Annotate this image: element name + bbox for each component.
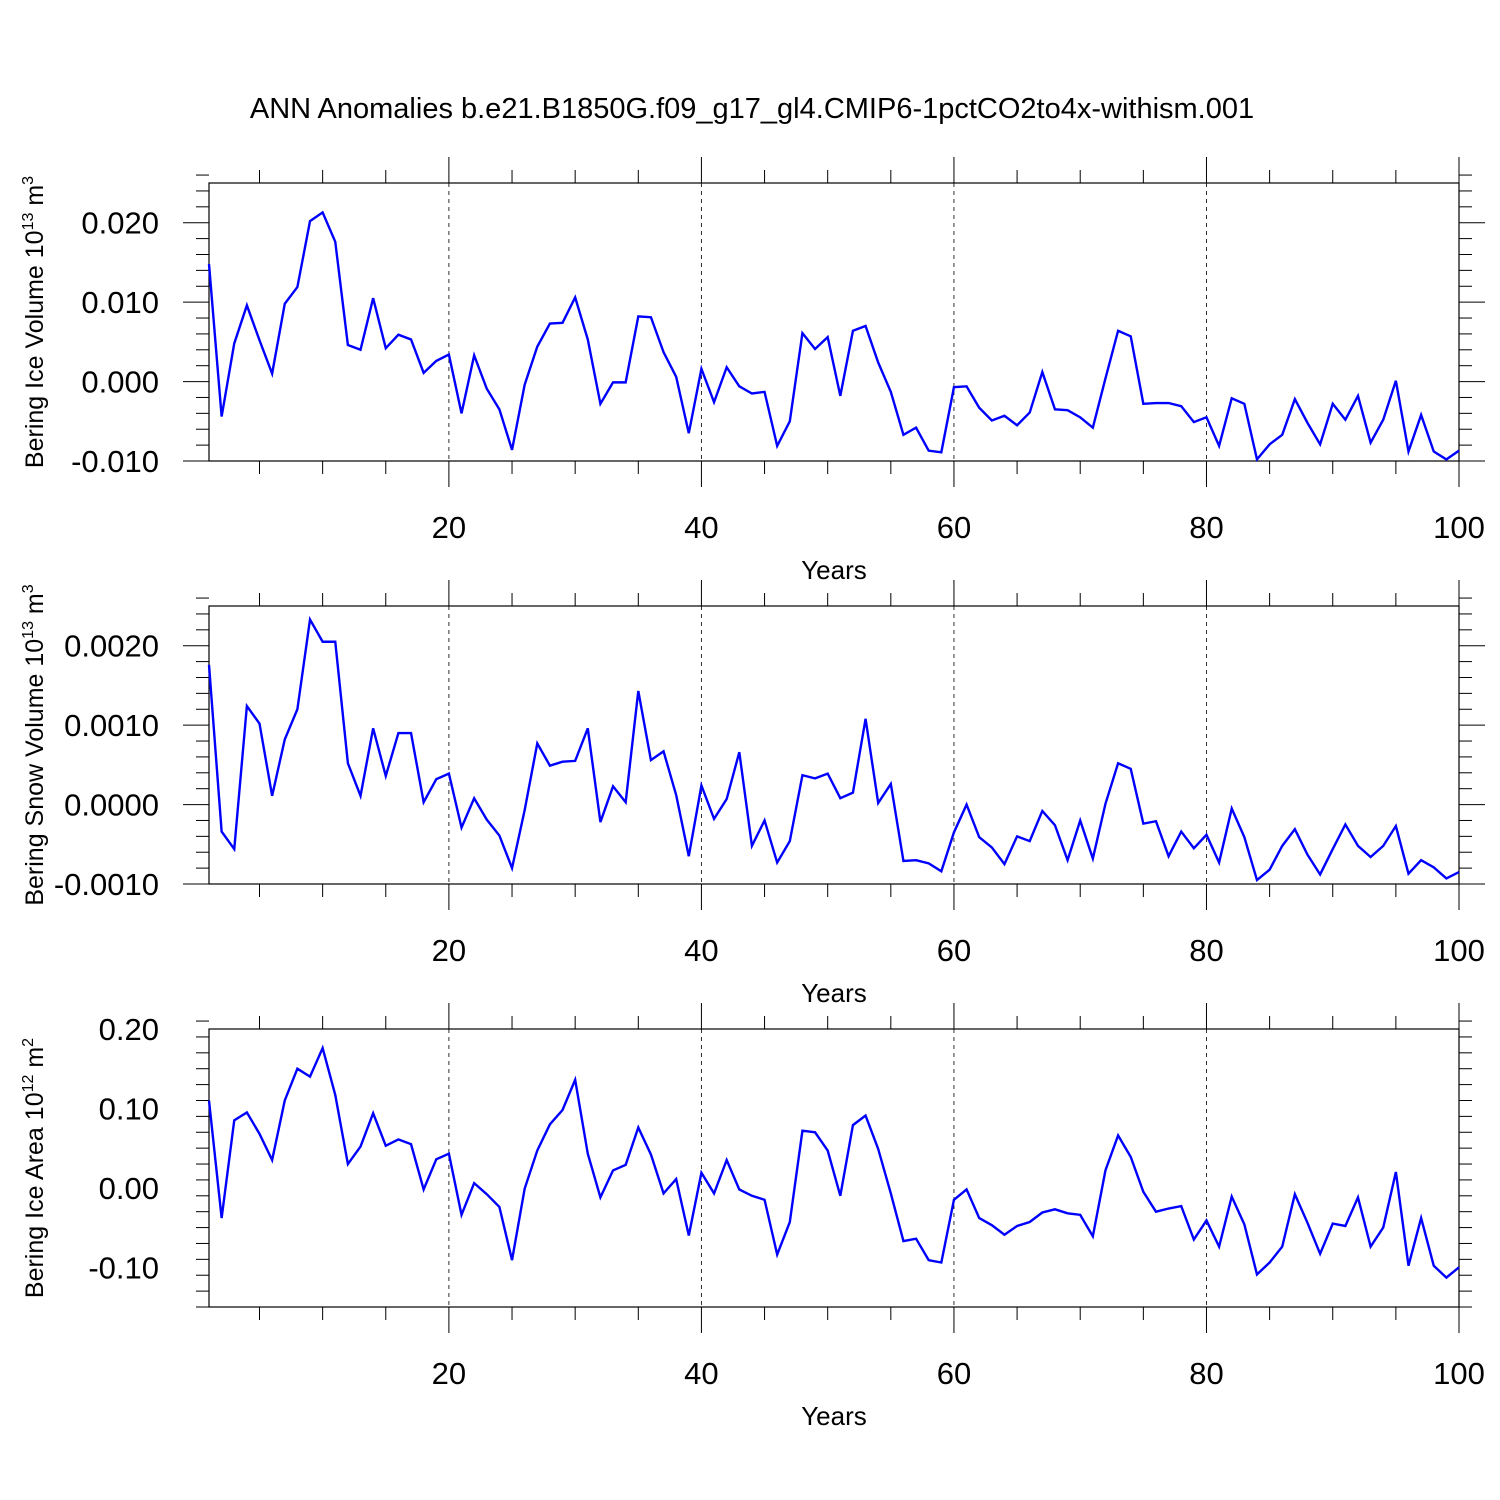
y-axis-label-exponent: 12 bbox=[20, 1074, 37, 1092]
y-tick-label: 0.020 bbox=[81, 206, 159, 241]
y-tick-label: -0.0010 bbox=[54, 867, 159, 902]
y-axis-label-exponent: 13 bbox=[20, 621, 37, 639]
x-tick-label: 20 bbox=[432, 1356, 466, 1391]
y-tick-label: -0.010 bbox=[71, 444, 159, 479]
x-axis-label: Years bbox=[801, 978, 867, 1008]
panels: 20 40 60 80 100 Years -0.010 0.000 0.010 0.020 Ber… bbox=[20, 157, 1485, 1431]
series-line bbox=[207, 210, 1460, 463]
chart-panel-2: 20 40 60 80 100 Years -0.0010 0.0000 0.0010 0.002… bbox=[20, 580, 1485, 1008]
y-tick-label: 0.00 bbox=[99, 1171, 159, 1206]
x-tick-label: 60 bbox=[937, 1356, 971, 1391]
y-tick-label: 0.010 bbox=[81, 285, 159, 320]
y-tick-label: 0.000 bbox=[81, 365, 159, 400]
y-axis-label-unit-exponent: 3 bbox=[20, 584, 37, 593]
y-tick-label: 0.0020 bbox=[64, 629, 159, 664]
plot-frame bbox=[208, 182, 1460, 462]
y-axis-label-unit: m bbox=[21, 1047, 49, 1075]
y-tick-label: -0.10 bbox=[88, 1250, 159, 1285]
y-tick-label: 0.10 bbox=[99, 1091, 159, 1126]
y-tick-label: 0.20 bbox=[99, 1012, 159, 1047]
x-tick-label: 20 bbox=[432, 933, 466, 968]
y-tick-label: 0.0010 bbox=[64, 708, 159, 743]
x-tick-label: 20 bbox=[432, 510, 466, 545]
y-axis-label-unit-exponent: 2 bbox=[20, 1038, 37, 1047]
x-tick-label: 80 bbox=[1189, 933, 1223, 968]
x-tick-label: 40 bbox=[684, 933, 718, 968]
plot-frame bbox=[208, 1028, 1460, 1308]
chart-panel-3: 20 40 60 80 100 Years -0.10 0.00 0.10 0.20 Bering … bbox=[20, 1003, 1485, 1431]
x-tick-label: 100 bbox=[1433, 510, 1485, 545]
x-tick-label: 100 bbox=[1433, 933, 1485, 968]
series-line bbox=[207, 1044, 1460, 1280]
x-tick-label: 40 bbox=[684, 510, 718, 545]
y-axis-label: Bering Snow Volume 1013 m3 bbox=[20, 584, 49, 905]
y-axis-label-text: Bering Snow Volume 10 bbox=[21, 639, 49, 906]
y-axis-label-text: Bering Ice Area 10 bbox=[21, 1092, 49, 1298]
x-tick-label: 60 bbox=[937, 510, 971, 545]
y-axis-label-unit: m bbox=[21, 185, 49, 213]
x-tick-label: 60 bbox=[937, 933, 971, 968]
y-axis-label-unit: m bbox=[21, 593, 49, 621]
series-line bbox=[207, 615, 1460, 883]
y-axis-label-exponent: 13 bbox=[20, 213, 37, 231]
x-axis-label: Years bbox=[801, 1401, 867, 1431]
y-axis-label-text: Bering Ice Volume 10 bbox=[21, 230, 49, 468]
chart-panel-1: 20 40 60 80 100 Years -0.010 0.000 0.010 0.020 Ber… bbox=[20, 157, 1485, 585]
y-axis-label: Bering Ice Volume 1013 m3 bbox=[20, 176, 49, 468]
plot-frame bbox=[208, 605, 1460, 885]
figure-title: ANN Anomalies b.e21.B1850G.f09_g17_gl4.C… bbox=[250, 93, 1254, 125]
x-tick-label: 100 bbox=[1433, 1356, 1485, 1391]
x-axis-label: Years bbox=[801, 555, 867, 585]
x-tick-label: 40 bbox=[684, 1356, 718, 1391]
y-axis-label-unit-exponent: 3 bbox=[20, 176, 37, 185]
x-tick-label: 80 bbox=[1189, 1356, 1223, 1391]
y-tick-label: 0.0000 bbox=[64, 788, 159, 823]
x-tick-label: 80 bbox=[1189, 510, 1223, 545]
y-axis-label: Bering Ice Area 1012 m2 bbox=[20, 1038, 49, 1298]
